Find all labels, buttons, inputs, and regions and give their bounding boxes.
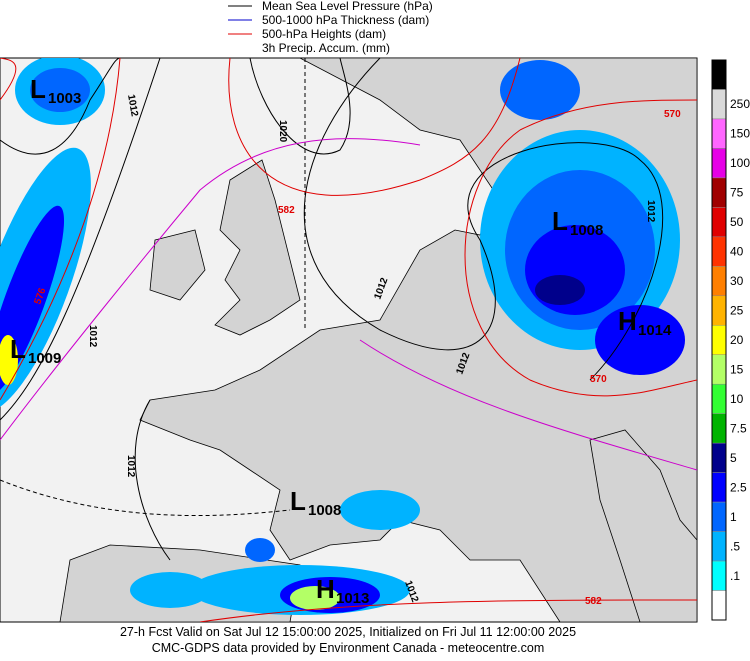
map: L 1003 L 1009 L 1008 H 1014 L 1008 H 101… [0,57,698,623]
colorbar-cell [711,177,727,208]
colorbar-label: 15 [730,362,744,376]
contour-label: 570 [664,109,681,120]
colorbar-cell [711,472,727,503]
colorbar-cell [711,325,727,355]
colorbar-label: 1 [730,510,737,524]
colorbar-label: 250 [730,97,750,111]
footer-line: CMC-GDPS data provided by Environment Ca… [152,641,545,655]
colorbar-cell [711,148,727,179]
colorbar-cell [711,236,727,267]
footer-line: 27-h Fcst Valid on Sat Jul 12 15:00:00 2… [120,625,576,639]
colorbar-label: 150 [730,127,750,141]
legend-label: Mean Sea Level Pressure (hPa) [262,0,433,13]
colorbar-label: 2.5 [730,480,747,494]
colorbar-cell [711,295,727,326]
legend: Mean Sea Level Pressure (hPa) 500-1000 h… [228,0,433,55]
pressure-center-letter: L [290,486,306,516]
legend-label: 3h Precip. Accum. (mm) [262,41,390,55]
colorbar-label: 5 [730,451,737,465]
contour-label: 1020 [277,120,288,143]
pressure-center-letter: L [10,334,26,364]
colorbar-cell [711,118,727,149]
pressure-center-value: 1008 [570,222,603,239]
colorbar-label: 40 [730,245,744,259]
colorbar-label: .5 [730,539,740,553]
contours [0,58,697,622]
colorbar-cell [711,354,727,385]
pressure-center-value: 1013 [336,590,369,607]
contour-label: 1012 [125,455,136,478]
colorbar-label: .1 [730,569,740,583]
contour-label: 1012 [87,325,98,348]
colorbar-cell [711,501,727,532]
colorbar-cell [711,89,727,120]
pressure-center-letter: L [30,74,46,104]
pressure-center-value: 1014 [638,322,672,339]
contour-label: 570 [590,374,607,385]
colorbar: 250 150 100 75 50 40 30 25 20 15 10 7.5 5 2.5 1 .5 .1 [711,59,750,621]
pressure-center-letter: H [316,574,335,604]
colorbar-label: 10 [730,392,744,406]
contour-label: 582 [585,596,602,607]
legend-label: 500-1000 hPa Thickness (dam) [262,13,429,27]
colorbar-cell [711,413,727,444]
colorbar-label: 30 [730,274,744,288]
colorbar-cell [711,531,727,562]
colorbar-frame [711,59,727,621]
colorbar-cell [711,590,727,621]
colorbar-label: 20 [730,333,744,347]
pressure-center-letter: H [618,306,637,336]
colorbar-label: 100 [730,156,750,170]
contour-label: 582 [278,205,295,216]
precipitation [0,58,685,615]
contour-label: 1012 [125,94,140,118]
colorbar-cell [711,207,727,238]
colorbar-cell [711,442,727,473]
pressure-center-letter: L [552,206,568,236]
colorbar-cell [712,60,726,90]
colorbar-cell [711,266,727,297]
colorbar-label: 75 [730,186,744,200]
pressure-center-value: 1003 [48,90,81,107]
pressure-center-value: 1008 [308,502,341,519]
contour-label: 1012 [645,200,656,223]
colorbar-label: 50 [730,215,744,229]
colorbar-label: 25 [730,304,744,318]
colorbar-cell [711,383,727,414]
pressure-center-value: 1009 [28,350,61,367]
legend-label: 500-hPa Heights (dam) [262,27,386,41]
colorbar-label: 7.5 [730,421,747,435]
colorbar-cell [711,560,727,591]
